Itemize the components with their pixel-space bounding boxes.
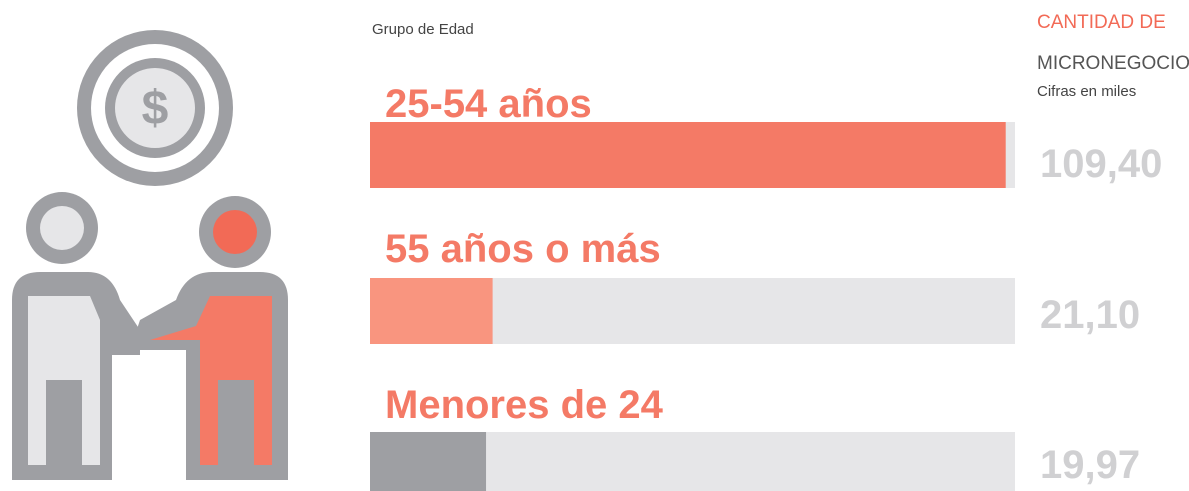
value-label: 21,10 [1040,293,1140,337]
category-label: 55 años o más [385,227,661,271]
bar [370,122,1006,188]
chart: $ Grupo de Edad CANTIDAD DE MICRONEGOCIO… [0,0,1189,491]
value-note: Cifras en miles [1037,83,1136,100]
value-header: MICRONEGOCIOS [1037,53,1189,74]
category-label: 25-54 años [385,82,592,126]
value-label: 19,97 [1040,443,1140,487]
category-label: Menores de 24 [385,383,664,427]
icon: $ [12,30,288,480]
svg-text:$: $ [142,82,169,135]
category-header: Grupo de Edad [372,21,474,38]
bar [370,432,486,491]
bar [370,278,493,344]
value-header: CANTIDAD DE [1037,12,1166,33]
value-label: 109,40 [1040,142,1162,186]
